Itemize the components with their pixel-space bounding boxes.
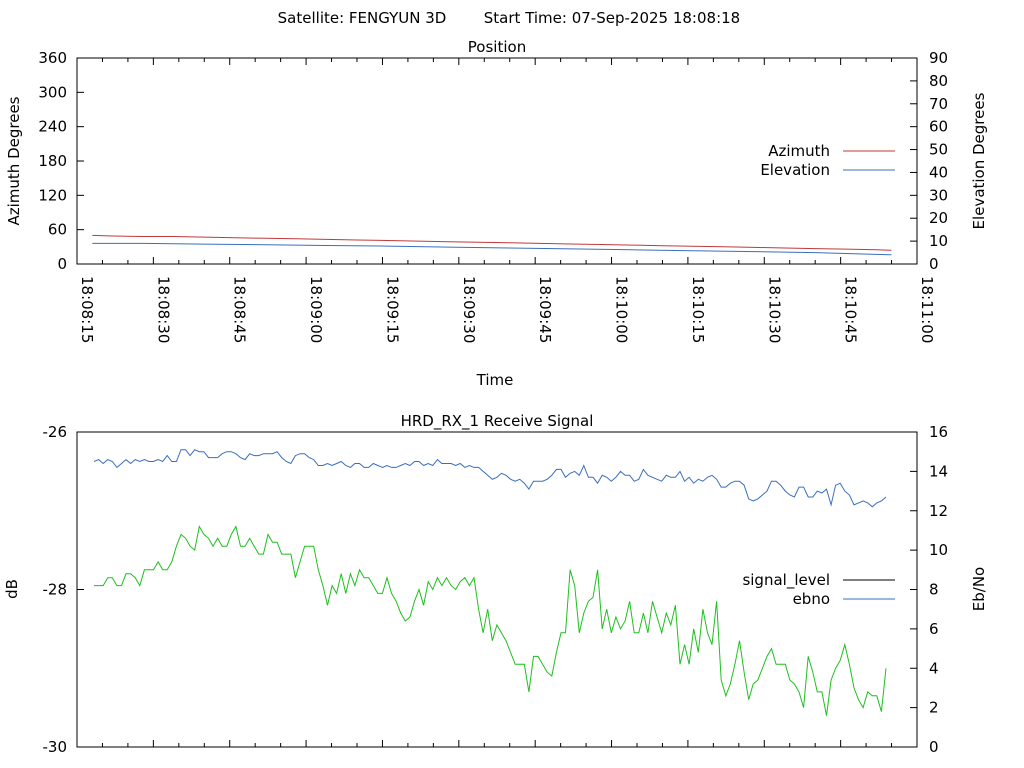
- position-title: Position: [468, 38, 526, 56]
- position-y2-tick-label: 10: [929, 232, 948, 250]
- legend-ebno-label: ebno: [793, 590, 830, 608]
- signal-y2-tick-label: 2: [929, 699, 939, 717]
- position-x-tick-label: 18:09:15: [383, 276, 401, 343]
- signal-y-tick-label: -26: [43, 423, 68, 441]
- position-y2-tick-label: 40: [929, 163, 948, 181]
- signal-y-axis-label: dB: [3, 579, 21, 599]
- satellite-label: Satellite: FENGYUN 3D: [278, 9, 447, 27]
- start-time-label: Start Time: 07-Sep-2025 18:08:18: [484, 9, 740, 27]
- signal-legend: signal_level ebno: [742, 571, 895, 608]
- signal-y-tick-label: -28: [43, 581, 68, 599]
- position-marks: 0 60 120 180 240 300 360 0 10 20 30 40 50 60 70 80 90 18:…: [38, 49, 948, 343]
- position-y2-tick-label: 60: [929, 118, 948, 136]
- position-x-tick-label: 18:10:45: [842, 276, 860, 343]
- signal-y2-tick-label: 0: [929, 738, 939, 756]
- legend-signal-level-label: signal_level: [742, 571, 830, 590]
- position-y-tick-label: 240: [38, 118, 67, 136]
- position-y2-axis-label: Elevation Degrees: [970, 92, 988, 229]
- signal-title: HRD_RX_1 Receive Signal: [401, 412, 594, 431]
- position-x-tick-label: 18:08:45: [231, 276, 249, 343]
- signal-y2-tick-label: 12: [929, 502, 948, 520]
- signal-chart: HRD_RX_1 Receive Signal dB Eb/No -30-28-…: [3, 412, 988, 756]
- position-y-tick-label: 120: [38, 186, 67, 204]
- signal-y-tick-label: -30: [43, 738, 68, 756]
- legend-elevation-label: Elevation: [760, 161, 830, 179]
- signal-green-series-line: [94, 525, 887, 716]
- position-y2-tick-label: 50: [929, 141, 948, 159]
- position-y-tick-label: 300: [38, 83, 67, 101]
- position-y2-tick-label: 80: [929, 72, 948, 90]
- position-y-tick-label: 0: [57, 255, 67, 273]
- position-x-tick-label: 18:08:15: [78, 276, 96, 343]
- position-x-tick-label: 18:09:00: [307, 276, 325, 343]
- signal-y2-tick-label: 10: [929, 541, 948, 559]
- position-y2-tick-label: 0: [929, 255, 939, 273]
- ebno-series-line: [93, 449, 887, 508]
- position-chart: Position Azimuth Degrees Elevation Degre…: [5, 38, 988, 389]
- signal-y2-tick-label: 6: [929, 620, 939, 638]
- position-y2-tick-label: 90: [929, 49, 948, 67]
- position-x-axis-label: Time: [476, 371, 514, 389]
- position-x-tick-label: 18:09:45: [536, 276, 554, 343]
- position-y2-tick-label: 70: [929, 95, 948, 113]
- position-y-axis-label: Azimuth Degrees: [5, 96, 23, 225]
- position-y-tick-label: 60: [48, 221, 67, 239]
- position-y-tick-label: 180: [38, 152, 67, 170]
- position-x-tick-label: 18:10:15: [689, 276, 707, 343]
- signal-y2-axis-label: Eb/No: [970, 567, 988, 611]
- position-x-tick-label: 18:08:30: [154, 276, 172, 343]
- position-y2-tick-label: 30: [929, 186, 948, 204]
- legend-azimuth-label: Azimuth: [768, 142, 830, 160]
- position-x-tick-label: 18:09:30: [460, 276, 478, 343]
- position-y2-tick-label: 20: [929, 209, 948, 227]
- position-y-tick-label: 360: [38, 49, 67, 67]
- position-x-tick-label: 18:10:00: [613, 276, 631, 343]
- signal-y2-tick-label: 14: [929, 462, 948, 480]
- position-x-tick-label: 18:10:30: [765, 276, 783, 343]
- signal-y2-tick-label: 4: [929, 659, 939, 677]
- azimuth-series-line: [92, 234, 892, 251]
- signal-y2-tick-label: 8: [929, 581, 939, 599]
- position-x-tick-label: 18:11:00: [918, 276, 936, 343]
- signal-plot-frame: [76, 431, 918, 748]
- signal-y2-tick-label: 16: [929, 423, 948, 441]
- elevation-series-line: [92, 242, 892, 256]
- signal-marks: -30 -28 -26 0 2 4 6 8 10 12 14 16: [43, 423, 949, 756]
- position-legend: Azimuth Elevation: [760, 142, 895, 179]
